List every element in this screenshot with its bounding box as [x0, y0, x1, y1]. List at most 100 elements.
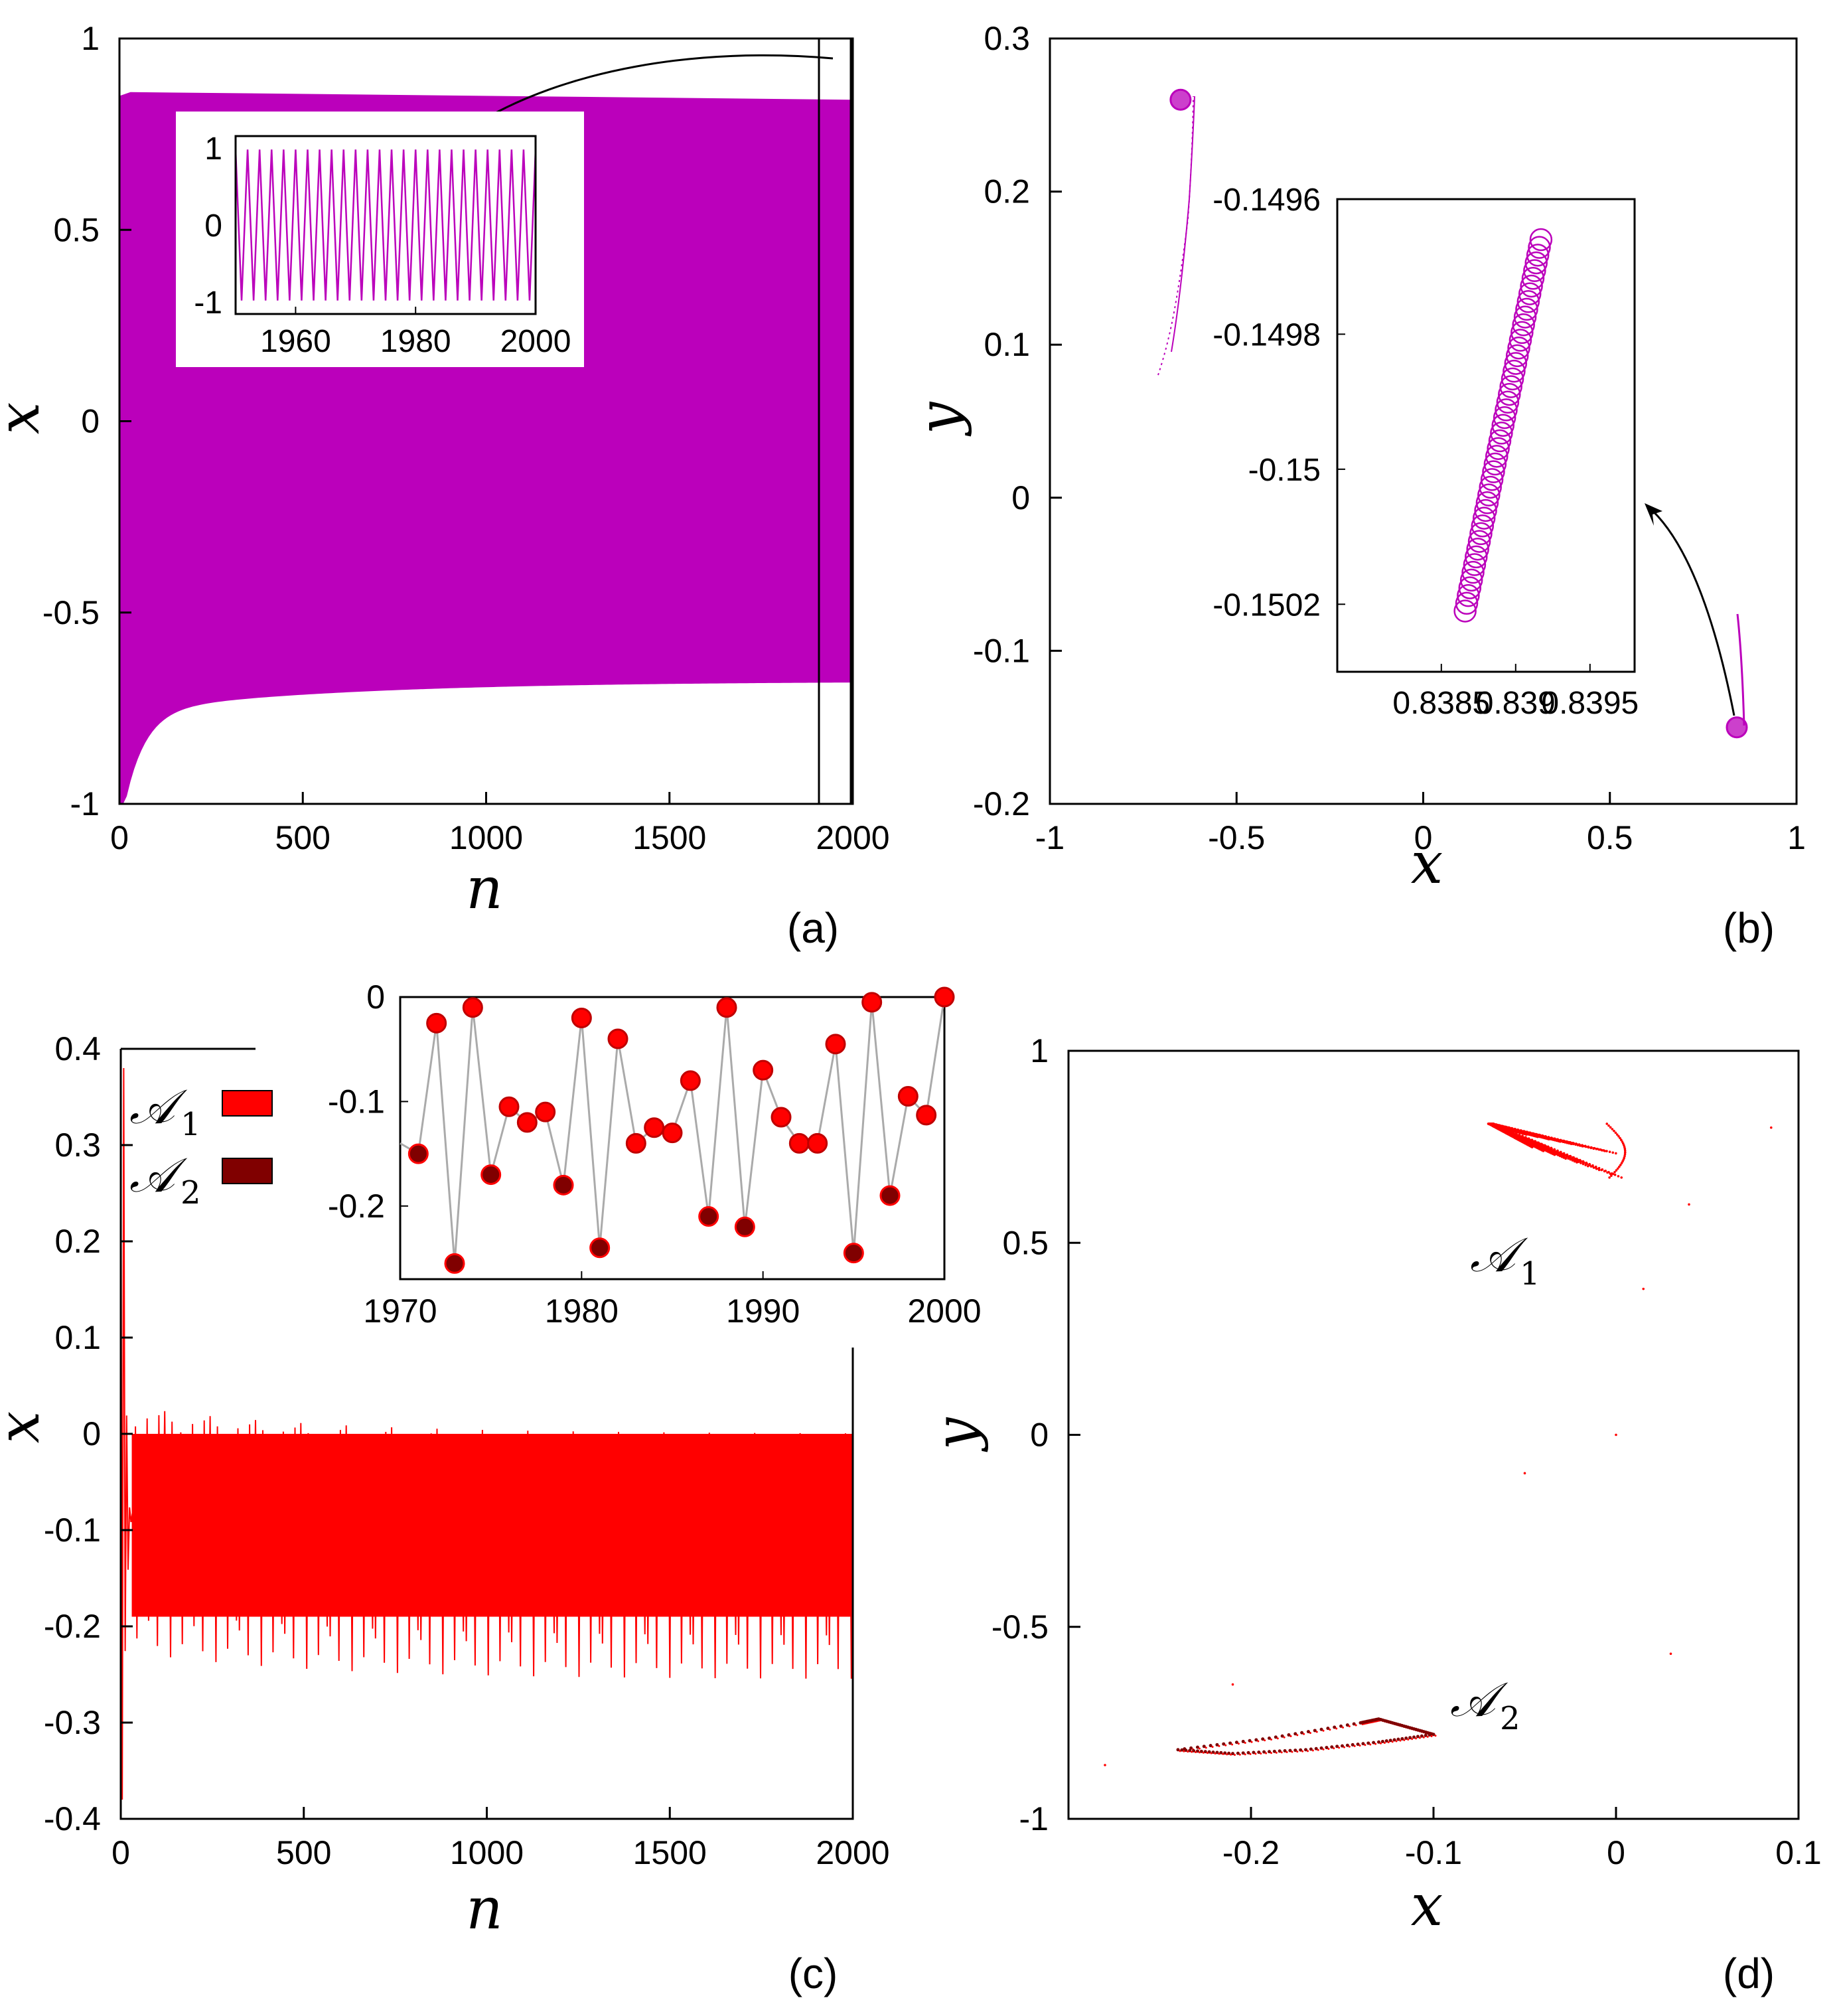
panel-d-a1-point: [1546, 1145, 1550, 1148]
panel-d-a2-point: [1234, 1741, 1238, 1745]
panel-d-a1-point: [1516, 1128, 1519, 1131]
panel-a-ylabel: x: [0, 402, 52, 435]
panel-d-a1-point: [1616, 1167, 1619, 1170]
panel-d-a2-point: [1291, 1750, 1293, 1753]
panel-d-a1-point: [1566, 1153, 1569, 1156]
panel-d-a2-point: [1372, 1741, 1376, 1745]
panel-d-a1-point: [1623, 1154, 1626, 1158]
panel-b-inset-point: [1504, 352, 1528, 375]
panel-d-a1-point: [1538, 1133, 1541, 1136]
panel-d-a2-point: [1361, 1742, 1365, 1746]
panel-a-y-tick-label: -1: [70, 785, 100, 822]
panel-b-inset-point: [1493, 406, 1516, 429]
panel-c-inset-point: [462, 997, 483, 1018]
panel-a-x-tick-label: 1000: [449, 819, 523, 856]
panel-d-a2-point: [1276, 1737, 1279, 1740]
panel-d-a1-point: [1591, 1164, 1594, 1167]
panel-d-a2-point: [1319, 1727, 1323, 1731]
panel-b-inset-point: [1501, 367, 1524, 391]
panel-d-a2-point: [1392, 1738, 1396, 1742]
panel-c-inset-x-tick-label: 1970: [363, 1292, 437, 1330]
panel-c-inset-point: [589, 1237, 611, 1259]
panel-b-inset-point: [1467, 530, 1491, 553]
panel-d-a1-point: [1502, 1126, 1505, 1129]
panel-d-a1-point: [1492, 1123, 1495, 1125]
panel-d-a2-point: [1395, 1740, 1398, 1743]
panel-d-a2-point: [1199, 1749, 1203, 1753]
panel-d-a2-point: [1388, 1739, 1392, 1743]
panel-d-a1-point: [1524, 1136, 1527, 1138]
panel-b-inset-point: [1507, 336, 1530, 360]
panel-b-inset-point: [1491, 414, 1515, 437]
panel-b-trajectory-3: [1736, 613, 1745, 726]
panel-d-a2-point: [1296, 1734, 1299, 1737]
panel-d-a2-point: [1227, 1751, 1231, 1755]
panel-d-a1-point: [1623, 1151, 1627, 1154]
panel-d-a1-point: [1613, 1171, 1616, 1174]
panel-a: 0 500 1000 1500 2000 -1 -0.5 0 0.5 1 n x (a) 196…: [0, 20, 890, 952]
panel-d-a2-point: [1222, 1752, 1224, 1755]
panel-d-a2-point: [1330, 1745, 1334, 1749]
panel-d-a1-point: [1566, 1140, 1568, 1143]
panel-d-a1-point: [1562, 1139, 1566, 1142]
panel-d-a1-point: [1609, 1126, 1612, 1129]
panel-d-a1-point: [1562, 1152, 1566, 1155]
panel-d-a1-point: [1569, 1154, 1572, 1158]
panel-b-inset-point: [1518, 282, 1542, 305]
panel-d-a2-point: [1254, 1738, 1258, 1742]
panel-b: -1 -0.5 0 0.5 1 -0.2 -0.1 0 0.1 0.2 0.3 x y (b) 0…: [907, 20, 1806, 952]
panel-d-a2-point: [1211, 1746, 1214, 1748]
panel-a-y-tick-label: 0.5: [53, 211, 100, 248]
panel-d-a2-point: [1215, 1750, 1219, 1754]
panel-b-inset-point: [1455, 591, 1479, 615]
panel-d-a1-point: [1578, 1143, 1581, 1146]
panel-d-x-tick-label: 0.1: [1775, 1834, 1822, 1871]
panel-a-inset-x-tick-label: 1980: [380, 324, 451, 359]
panel-d-a2-point: [1322, 1729, 1325, 1732]
panel-c-inset-x-tick-label: 2000: [907, 1292, 981, 1330]
panel-d-a1-point: [1611, 1128, 1614, 1130]
panel-b-inset-point: [1508, 329, 1532, 352]
panel-d-a2-point: [1380, 1742, 1382, 1745]
panel-d-a1-point: [1596, 1147, 1599, 1150]
panel-d-a1-point: [1495, 1124, 1499, 1126]
panel-b-point: [1726, 716, 1748, 739]
panel-d-a2-point: [1195, 1749, 1199, 1753]
panel-d-a1-point: [1585, 1161, 1588, 1164]
panel-d-a1-point: [1510, 1126, 1513, 1130]
panel-c-inset-point: [516, 1112, 538, 1133]
legend-a2-swatch: [222, 1158, 273, 1184]
panel-d-a2-point: [1420, 1734, 1424, 1738]
panel-d-a2-point: [1280, 1751, 1283, 1754]
panel-d-a1-point: [1617, 1135, 1620, 1138]
panel-d-a2-point: [1223, 1751, 1227, 1755]
panel-d-a1-point: [1610, 1174, 1613, 1178]
panel-a-inset-x-tick-label: 2000: [500, 324, 571, 359]
panel-b-inset-point: [1479, 475, 1502, 499]
panel-d-a1-point: [1541, 1134, 1544, 1137]
panel-d-a1-point: [1530, 1138, 1534, 1142]
panel-a-inset-y-tick-label: 1: [204, 131, 222, 167]
panel-d-a2-point: [1426, 1735, 1429, 1738]
panel-b-inset-point: [1457, 583, 1480, 607]
panel-d-a2-point: [1415, 1737, 1418, 1740]
panel-d-a2-point: [1236, 1751, 1240, 1755]
panel-b-inset-point: [1471, 514, 1495, 538]
panel-a-y-tick-label: -0.5: [42, 594, 100, 631]
panel-d-a1-point: [1527, 1137, 1530, 1140]
panel-d-stray-point: [1769, 1126, 1773, 1129]
panel-b-inset-point: [1515, 297, 1538, 321]
panel-d-a2-point: [1396, 1737, 1400, 1741]
panel-c-series-band: [131, 1434, 853, 1617]
panel-c-y-tick-label: -0.1: [44, 1512, 101, 1549]
panel-a-inset-x-tick-label: 1960: [260, 324, 331, 359]
panel-c-inset-point: [644, 1117, 665, 1138]
panel-c-inset-point: [571, 1007, 592, 1028]
panel-d-a1-point: [1619, 1164, 1622, 1166]
panel-c-inset-frame: [399, 996, 946, 1280]
panel-d-a2-point: [1191, 1750, 1193, 1753]
panel-b-inset-point: [1498, 382, 1521, 406]
panel-d-a2-point: [1210, 1752, 1213, 1754]
panel-c-inset-point: [662, 1123, 683, 1144]
panel-c-x-tick-label: 500: [276, 1834, 331, 1871]
